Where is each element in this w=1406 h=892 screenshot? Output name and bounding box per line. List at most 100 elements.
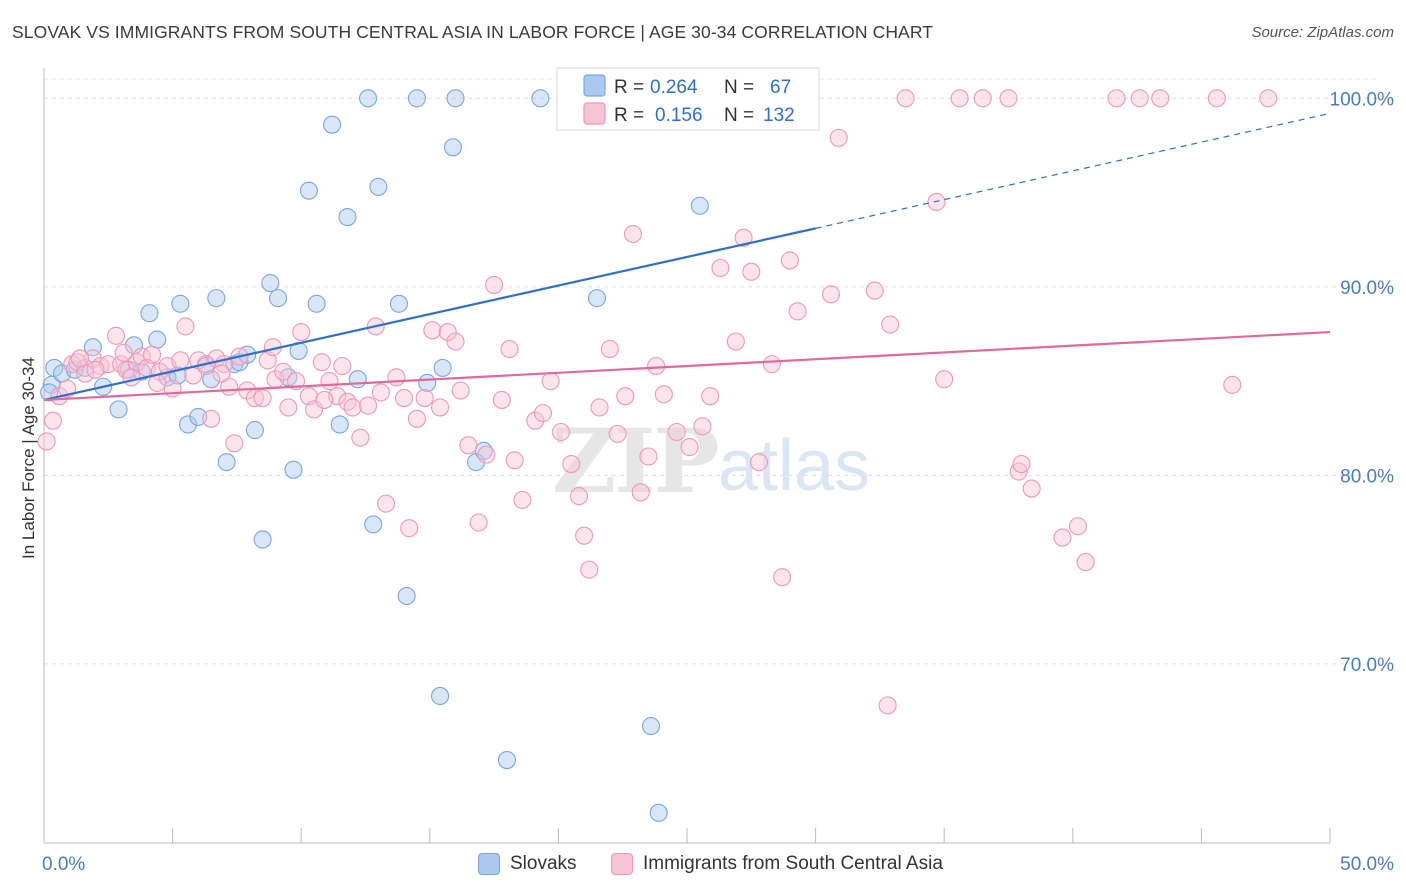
point-immigrants xyxy=(43,411,63,430)
point-immigrants xyxy=(749,453,769,472)
bottom-legend-immigrants: Immigrants from South Central Asia xyxy=(611,850,943,878)
point-immigrants xyxy=(171,351,190,370)
point-immigrants xyxy=(726,332,745,351)
point-slovaks xyxy=(109,400,128,419)
point-immigrants xyxy=(212,364,231,383)
point-immigrants xyxy=(359,396,378,415)
point-immigrants xyxy=(1223,375,1242,394)
point-slovaks xyxy=(433,358,452,377)
legend-n-value-slovaks: 67 xyxy=(770,77,791,98)
point-immigrants xyxy=(693,417,712,436)
point-immigrants xyxy=(935,370,954,389)
x-tick-label-start: 0.0% xyxy=(42,854,85,875)
point-immigrants xyxy=(279,398,298,417)
axes xyxy=(43,68,1331,844)
point-immigrants xyxy=(127,353,146,372)
point-immigrants xyxy=(114,343,133,362)
point-slovaks xyxy=(397,586,416,606)
point-immigrants xyxy=(639,447,658,466)
legend-n-value-immigrants: 132 xyxy=(763,105,795,126)
legend-r-value-slovaks: 0.264 xyxy=(650,77,698,98)
legend-n-label: N = xyxy=(724,77,754,98)
point-immigrants xyxy=(70,349,90,368)
point-immigrants xyxy=(896,89,915,108)
point-slovaks xyxy=(299,181,318,200)
y-tick-label: 80.0% xyxy=(1340,466,1394,487)
point-slovaks xyxy=(359,89,378,108)
point-immigrants xyxy=(1012,454,1031,474)
point-immigrants xyxy=(927,192,946,212)
watermark-atlas: atlas xyxy=(718,426,870,506)
point-immigrants xyxy=(459,436,478,455)
point-immigrants xyxy=(86,360,105,379)
legend-swatch-immigrants xyxy=(583,102,606,125)
point-slovaks xyxy=(649,803,668,822)
point-immigrants xyxy=(569,487,589,506)
chart-source: Source: ZipAtlas.com xyxy=(1251,24,1394,41)
point-immigrants xyxy=(274,362,293,381)
legend-n-label-2: N = xyxy=(724,105,754,126)
point-slovaks xyxy=(364,515,383,534)
point-immigrants xyxy=(451,381,470,400)
point-immigrants xyxy=(513,490,532,509)
point-immigrants xyxy=(106,326,126,345)
trend-lines xyxy=(43,112,1331,402)
point-immigrants xyxy=(829,128,848,147)
legend-swatch-slovaks xyxy=(583,74,606,97)
point-slovaks xyxy=(497,750,517,770)
point-immigrants xyxy=(667,422,686,442)
grid-lines xyxy=(44,78,1380,665)
legend-r-label: R = xyxy=(614,77,644,98)
point-immigrants xyxy=(865,281,884,300)
point-immigrants xyxy=(878,696,897,715)
point-immigrants xyxy=(333,356,352,376)
point-slovaks xyxy=(148,330,167,349)
bottom-legend-swatch-immigrants xyxy=(611,853,633,875)
point-immigrants xyxy=(631,483,650,502)
bottom-legend-slovaks: Slovaks xyxy=(478,850,577,878)
point-immigrants xyxy=(711,258,730,278)
point-slovaks xyxy=(407,89,426,108)
point-immigrants xyxy=(312,353,331,372)
point-immigrants xyxy=(999,89,1018,108)
point-slovaks xyxy=(307,294,326,313)
point-immigrants xyxy=(623,224,643,244)
point-slovaks xyxy=(389,294,408,313)
point-immigrants xyxy=(338,392,357,411)
point-immigrants xyxy=(343,398,362,417)
legend-r-value-immigrants: 0.156 xyxy=(655,105,703,126)
point-immigrants xyxy=(780,251,799,270)
legend-box: R = 0.264 N = 67 R = 0.156 N = 132 xyxy=(556,67,820,131)
point-immigrants xyxy=(788,302,807,321)
bottom-legend-label-slovaks: Slovaks xyxy=(510,853,577,874)
point-immigrants xyxy=(225,434,244,453)
point-immigrants xyxy=(1076,553,1095,572)
point-immigrants xyxy=(37,432,56,451)
point-immigrants xyxy=(395,389,414,408)
point-immigrants xyxy=(575,526,594,545)
watermark: ZIP atlas xyxy=(552,409,870,513)
trend-line-immigrants xyxy=(43,330,1331,402)
trend-line-slovaks xyxy=(43,227,816,402)
point-immigrants xyxy=(742,262,761,281)
point-slovaks xyxy=(217,453,236,472)
point-immigrants xyxy=(122,368,141,387)
point-immigrants xyxy=(881,315,900,334)
point-immigrants xyxy=(351,428,370,447)
point-immigrants xyxy=(1207,89,1226,108)
point-slovaks xyxy=(269,289,288,308)
point-immigrants xyxy=(485,275,504,294)
x-tick-label-end: 50.0% xyxy=(1340,854,1394,875)
point-slovaks xyxy=(245,421,264,440)
point-slovaks xyxy=(446,89,465,108)
point-slovaks xyxy=(330,415,349,434)
point-immigrants xyxy=(616,387,635,406)
point-immigrants xyxy=(821,285,841,304)
point-immigrants xyxy=(469,513,488,532)
point-slovaks xyxy=(531,89,550,108)
point-immigrants xyxy=(377,494,396,513)
point-immigrants xyxy=(950,89,969,108)
axis-labels: 70.0% 80.0% 90.0% 100.0% 0.0% 50.0% In Labor F… xyxy=(19,89,1394,875)
point-immigrants xyxy=(526,411,545,430)
point-slovaks xyxy=(418,373,437,393)
